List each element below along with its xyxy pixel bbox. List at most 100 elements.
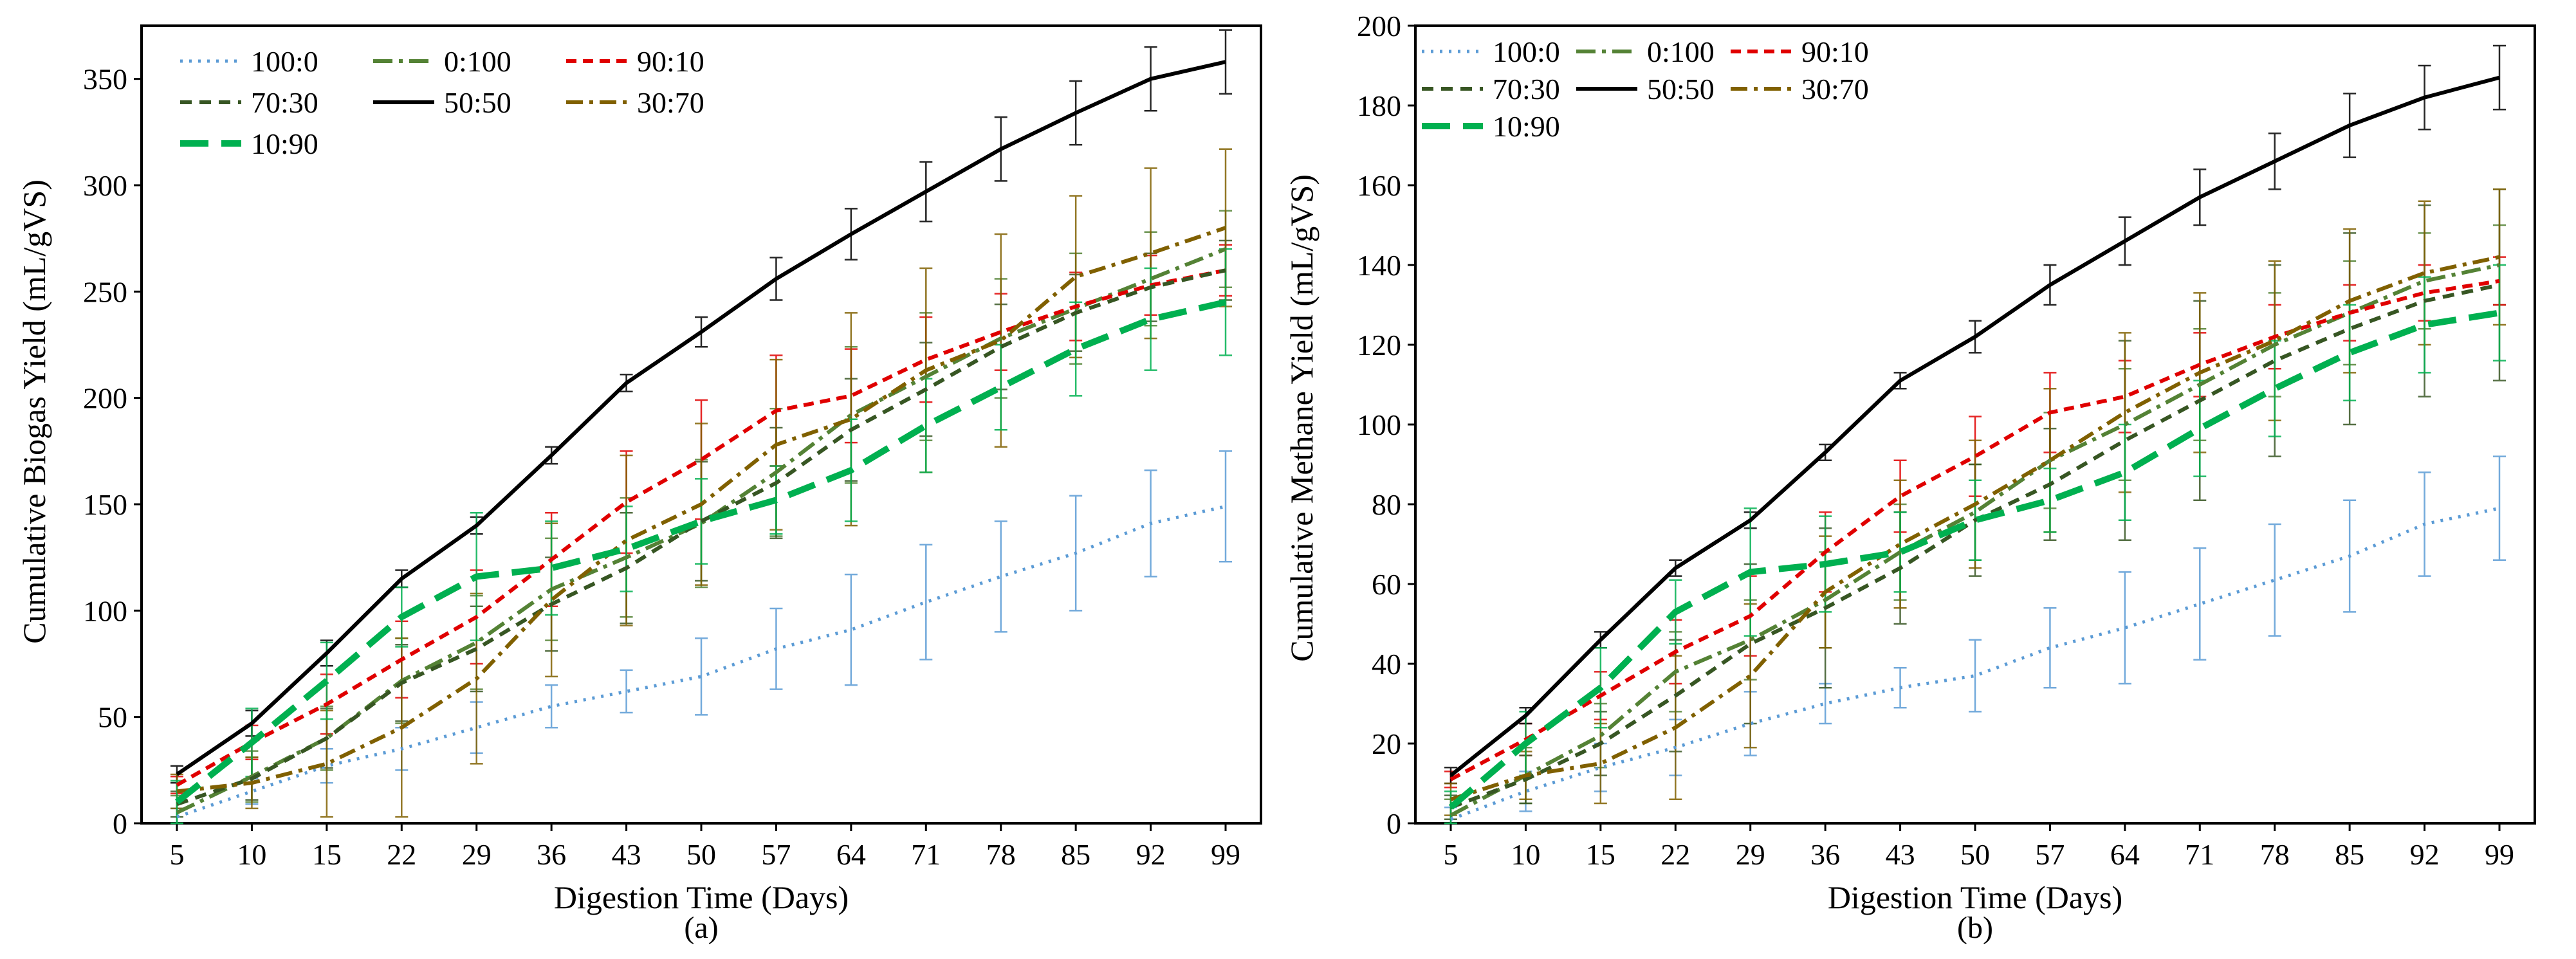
panel-b-line-70-30 — [1449, 283, 2500, 810]
panel-b-series-layer — [1444, 44, 2506, 825]
panel-a-x-tick-label: 78 — [986, 838, 1016, 871]
panel-b-series-100-0 — [1444, 455, 2506, 825]
panel-b-x-tick-label: 50 — [1960, 838, 1990, 871]
panel-a-x-tick-label: 50 — [686, 838, 716, 871]
panel-a-error-bar — [844, 573, 858, 686]
panel-a-legend-label-0-100: 0:100 — [444, 45, 511, 78]
panel-b-y-tick-label: 200 — [1357, 10, 1401, 42]
panel-a-y-tick-label: 150 — [83, 488, 127, 521]
panel-b-y-ticks: 0 20 40 60 80 100 120 140 160 180 200 — [1357, 10, 1415, 840]
panel-b-sublabel: (b) — [1957, 911, 1993, 945]
panel-b-x-tick-label: 43 — [1886, 838, 1915, 871]
panel-a-y-tick-label: 0 — [113, 807, 127, 840]
panel-b-error-bar — [2343, 304, 2357, 402]
panel-b-x-tick-label: 29 — [1736, 838, 1765, 871]
panel-b-x-tick-label: 99 — [2485, 838, 2514, 871]
panel-a-x-tick-label: 99 — [1211, 838, 1240, 871]
panel-b-error-bar — [2418, 276, 2431, 374]
panel-a-error-bar — [1219, 450, 1232, 563]
panel-b-line-100-0 — [1450, 506, 2500, 821]
panel-a-y-tick-label: 100 — [83, 594, 127, 627]
panel-b-legend-label-100-0: 100:0 — [1493, 35, 1560, 68]
panel-b-x-tick-label: 71 — [2185, 838, 2214, 871]
panel-b-line-50-50 — [1449, 75, 2500, 777]
panel-a-error-bar — [919, 543, 933, 661]
panel-b-x-tick-label: 92 — [2410, 838, 2440, 871]
panel-b-y-tick-label: 80 — [1372, 488, 1401, 521]
panel-a-legend: 100:0 0:100 90:10 70:30 50:50 30:70 10:90 — [180, 45, 704, 160]
panel-b-legend-label-90-10: 90:10 — [1801, 35, 1869, 68]
panel-a-y-tick-label: 300 — [83, 169, 127, 202]
panel-a-x-tick-label: 29 — [462, 838, 492, 871]
panel-b-legend-label-50-50: 50:50 — [1647, 73, 1715, 105]
panel-b-series-30-70 — [1444, 188, 2506, 816]
panel-a-error-bar — [545, 684, 558, 729]
panel-a-legend-label-10-90: 10:90 — [251, 127, 318, 160]
panel-b-legend-label-30-70: 30:70 — [1801, 73, 1869, 105]
panel-b-x-tick-label: 57 — [2035, 838, 2065, 871]
panel-b-y-axis-label: Cumulative Methane Yield (mL/gVS) — [1283, 174, 1320, 662]
panel-b-methane-chart: Cumulative Methane Yield (mL/gVS) Digest… — [1283, 10, 2536, 945]
panel-b-error-bar — [1969, 639, 1982, 713]
panel-b-x-tick-label: 36 — [1810, 838, 1840, 871]
panel-a-legend-label-50-50: 50:50 — [444, 86, 511, 119]
panel-a-line-100-0 — [176, 504, 1226, 819]
panel-b-x-tick-label: 5 — [1444, 838, 1458, 871]
panel-b-error-bar — [2268, 523, 2281, 637]
panel-a-x-tick-label: 57 — [761, 838, 791, 871]
panel-a-line-70-30 — [176, 268, 1226, 807]
panel-b-line-90-10 — [1449, 279, 2500, 781]
panel-a-x-tick-label: 64 — [836, 838, 866, 871]
panel-b-x-tick-label: 10 — [1511, 838, 1540, 871]
panel-a-x-tick-label: 36 — [537, 838, 566, 871]
panel-a-x-ticks: 5 10 15 22 29 36 43 50 57 64 71 78 85 92 99 — [170, 823, 1240, 871]
panel-a-y-axis-label: Cumulative Biogas Yield (mL/gVS) — [16, 179, 52, 644]
panel-a-line-10-90 — [174, 298, 1227, 805]
panel-b-y-tick-label: 140 — [1357, 249, 1401, 282]
panel-b-error-bar — [2043, 607, 2057, 689]
panel-b-legend-label-0-100: 0:100 — [1647, 35, 1715, 68]
panel-b-legend: 100:0 0:100 90:10 70:30 50:50 30:70 10:90 — [1422, 35, 1869, 143]
panel-b-error-bar — [2043, 467, 2057, 533]
panel-b-x-tick-label: 64 — [2110, 838, 2140, 871]
panel-b-y-tick-label: 0 — [1386, 807, 1401, 840]
panel-b-x-tick-label: 85 — [2335, 838, 2364, 871]
panel-a-y-ticks: 0 50 100 150 200 250 300 350 — [83, 63, 142, 840]
panel-b-line-30-70 — [1450, 255, 2500, 801]
panel-b-x-tick-label: 22 — [1661, 838, 1690, 871]
panel-b-legend-label-70-30: 70:30 — [1493, 73, 1560, 105]
panel-a-error-bar — [1069, 301, 1083, 397]
panel-a-sublabel: (a) — [684, 911, 718, 945]
panel-b-error-bar — [2493, 455, 2506, 562]
panel-b-legend-label-10-90: 10:90 — [1493, 110, 1560, 143]
panel-a-x-tick-label: 15 — [312, 838, 342, 871]
panel-a-x-tick-label: 10 — [237, 838, 266, 871]
panel-a-x-axis-label: Digestion Time (Days) — [554, 879, 849, 915]
panel-b-y-tick-label: 160 — [1357, 169, 1401, 202]
panel-a-legend-label-70-30: 70:30 — [251, 86, 318, 119]
panel-a-error-bar — [695, 637, 708, 716]
panel-b-error-bar — [2193, 547, 2207, 661]
panel-a-error-bar — [1219, 29, 1232, 95]
panel-b-y-tick-label: 60 — [1372, 568, 1401, 601]
panel-b-x-tick-label: 15 — [1586, 838, 1615, 871]
panel-a-x-tick-label: 22 — [387, 838, 416, 871]
panel-b-line-10-90 — [1448, 309, 2500, 810]
panel-b-x-ticks: 5 10 15 22 29 36 43 50 57 64 71 78 85 92 99 — [1444, 823, 2514, 871]
panel-a-biogas-chart: Cumulative Biogas Yield (mL/gVS) Digesti… — [16, 24, 1262, 945]
panel-a-y-tick-label: 350 — [83, 63, 127, 96]
panel-a-y-tick-label: 250 — [83, 275, 127, 308]
panel-a-x-tick-label: 85 — [1061, 838, 1090, 871]
panel-a-x-tick-label: 71 — [911, 838, 941, 871]
panel-a-x-tick-label: 92 — [1136, 838, 1166, 871]
panel-b-y-tick-label: 100 — [1357, 408, 1401, 441]
panel-a-legend-label-100-0: 100:0 — [251, 45, 318, 78]
panel-a-error-bar — [620, 669, 633, 714]
panel-b-y-tick-label: 120 — [1357, 329, 1401, 361]
panel-a-series-layer — [170, 29, 1232, 825]
panel-a-y-tick-label: 200 — [83, 382, 127, 415]
panel-b-x-tick-label: 78 — [2260, 838, 2290, 871]
panel-a-x-tick-label: 43 — [612, 838, 641, 871]
